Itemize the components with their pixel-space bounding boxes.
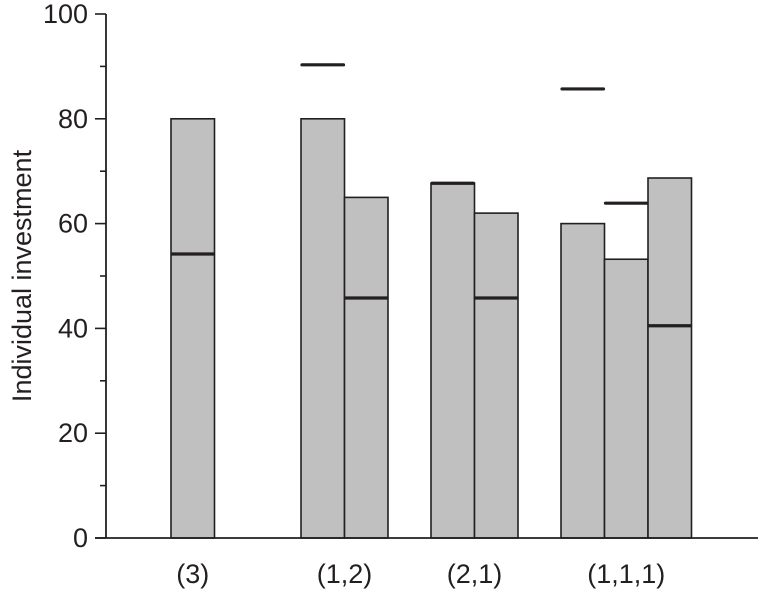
bar bbox=[300, 118, 346, 539]
bar bbox=[603, 258, 649, 539]
x-category-label: (2,1) bbox=[447, 559, 503, 589]
markers-layer bbox=[170, 63, 693, 328]
y-axis-title: Individual investment bbox=[7, 149, 37, 402]
bar bbox=[430, 182, 476, 539]
bar bbox=[473, 212, 519, 539]
bars-layer bbox=[170, 118, 693, 539]
x-category-label: (1,2) bbox=[317, 559, 373, 589]
x-category-label: (1,1,1) bbox=[587, 559, 665, 589]
bar bbox=[343, 196, 389, 539]
y-tick-label: 100 bbox=[43, 0, 88, 29]
bar bbox=[170, 118, 216, 539]
y-tick-label: 80 bbox=[58, 104, 88, 134]
y-tick-label: 0 bbox=[73, 523, 88, 553]
y-tick-label: 40 bbox=[58, 313, 88, 343]
bar bbox=[560, 222, 606, 539]
y-tick-label: 20 bbox=[58, 418, 88, 448]
bar bbox=[647, 177, 693, 539]
axes: (3) (1,2) (2,1) (1,1,1) 0 20 40 60 80 100 bbox=[43, 0, 758, 589]
y-tick-label: 60 bbox=[58, 209, 88, 239]
x-category-label: (3) bbox=[176, 559, 209, 589]
